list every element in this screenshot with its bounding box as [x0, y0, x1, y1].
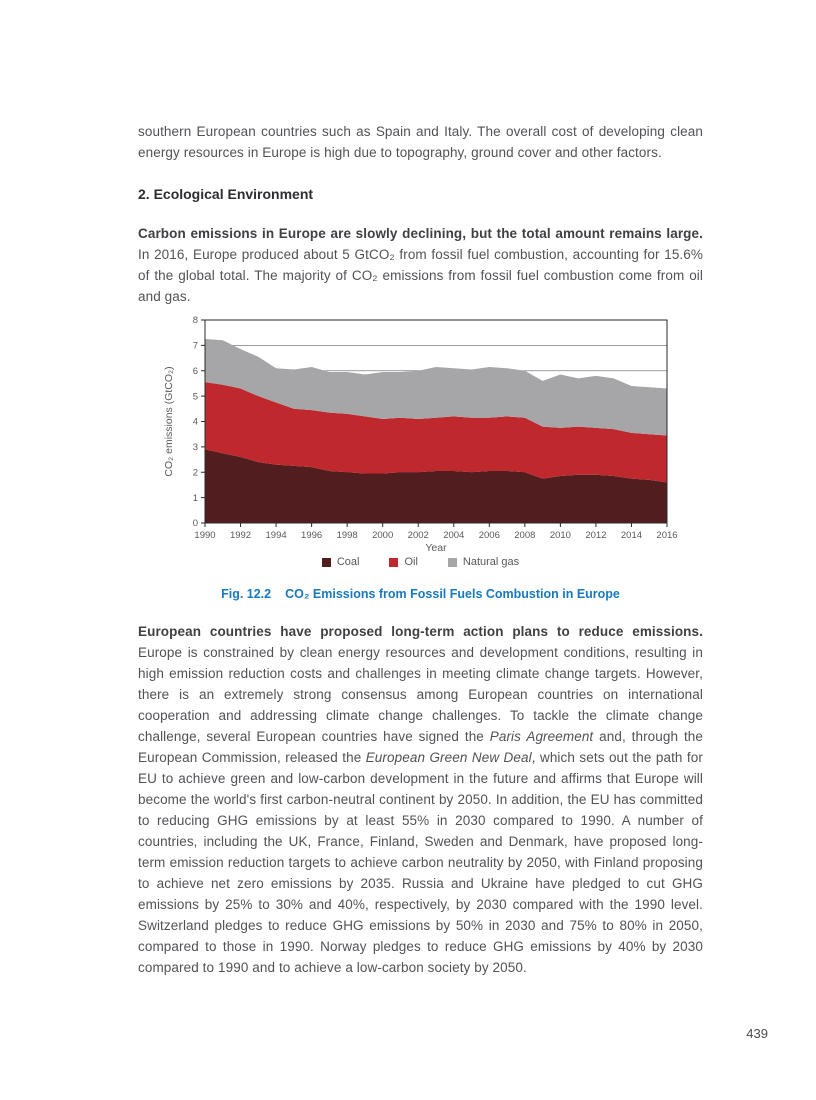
y-axis-title: CO₂ emissions (GtCO₂) [163, 366, 175, 476]
y-tick-label: 3 [192, 442, 197, 453]
y-tick-label: 8 [192, 315, 197, 326]
x-tick-label: 2010 [549, 530, 570, 541]
text-run: Europe is constrained by clean energy re… [138, 645, 703, 744]
chart-area: 0 1 2 3 4 5 6 7 8 1990 1992 1994 1996 1998 2000 2002 200… [161, 313, 681, 568]
plans-paragraph-rest: Europe is constrained by clean energy re… [138, 645, 703, 975]
x-axis-title: Year [425, 542, 447, 553]
area-oil [204, 382, 667, 483]
x-tick-label: 1992 [229, 530, 250, 541]
emissions-stacked-area-chart: 0 1 2 3 4 5 6 7 8 1990 1992 1994 1996 1998 2000 2002 200… [163, 315, 678, 553]
emissions-figure: 0 1 2 3 4 5 6 7 8 1990 1992 1994 1996 1998 2000 2002 200… [138, 313, 703, 601]
figure-caption-label: Fig. 12.2 [221, 587, 272, 601]
legend-item-natural-gas: Natural gas [447, 556, 520, 568]
y-tick-label: 7 [192, 341, 197, 352]
figure-caption: Fig. 12.2 CO₂ Emissions from Fossil Fuels… [138, 587, 703, 601]
legend-swatch-natural-gas [447, 557, 457, 567]
legend-swatch-oil [389, 557, 399, 567]
x-tick-label: 2000 [372, 530, 393, 541]
legend-label-coal: Coal [336, 556, 360, 568]
carbon-paragraph: Carbon emissions in Europe are slowly de… [138, 223, 703, 307]
x-tick-label: 1994 [265, 530, 286, 541]
x-tick-label: 2004 [443, 530, 464, 541]
legend-label-natural-gas: Natural gas [462, 556, 520, 568]
x-tick-label: 2008 [514, 530, 535, 541]
x-tick-label: 1996 [301, 530, 322, 541]
legend-item-coal: Coal [321, 556, 360, 568]
figure-caption-title: CO₂ Emissions from Fossil Fuels Combusti… [285, 587, 620, 601]
text-run: , which sets out the path for EU to achi… [138, 750, 703, 975]
section-heading: 2. Ecological Environment [138, 186, 314, 202]
y-tick-label: 6 [192, 366, 197, 377]
intro-paragraph: southern European countries such as Spai… [138, 124, 703, 160]
plans-paragraph: European countries have proposed long-te… [138, 621, 703, 978]
x-tick-label: 2012 [585, 530, 606, 541]
carbon-paragraph-rest: In 2016, Europe produced about 5 GtCO₂ f… [138, 247, 703, 304]
x-tick-label: 2002 [407, 530, 428, 541]
carbon-paragraph-lead: Carbon emissions in Europe are slowly de… [138, 226, 703, 241]
italic-text: Paris Agreement [489, 729, 594, 744]
legend-label-oil: Oil [404, 556, 418, 568]
y-tick-label: 4 [192, 417, 197, 428]
plans-paragraph-lead: European countries have proposed long-te… [138, 624, 703, 639]
x-tick-label: 1998 [336, 530, 357, 541]
legend-swatch-coal [321, 557, 331, 567]
y-tick-label: 2 [192, 467, 197, 478]
y-tick-label: 5 [192, 391, 197, 402]
y-tick-label: 0 [192, 518, 197, 529]
x-tick-label: 2006 [478, 530, 499, 541]
x-tick-label: 2014 [620, 530, 641, 541]
area-coal [204, 449, 667, 523]
text-run: and, through the European Commission, re… [138, 729, 704, 765]
y-tick-label: 1 [192, 493, 197, 504]
x-tick-label: 1990 [194, 530, 215, 541]
chart-legend: Coal Oil Natural gas [161, 556, 681, 568]
x-tick-label: 2016 [656, 530, 677, 541]
italic-text: European Green New Deal [365, 750, 532, 765]
area-natural-gas [204, 339, 667, 436]
page-number: 439 [746, 1026, 768, 1041]
legend-item-oil: Oil [389, 556, 418, 568]
